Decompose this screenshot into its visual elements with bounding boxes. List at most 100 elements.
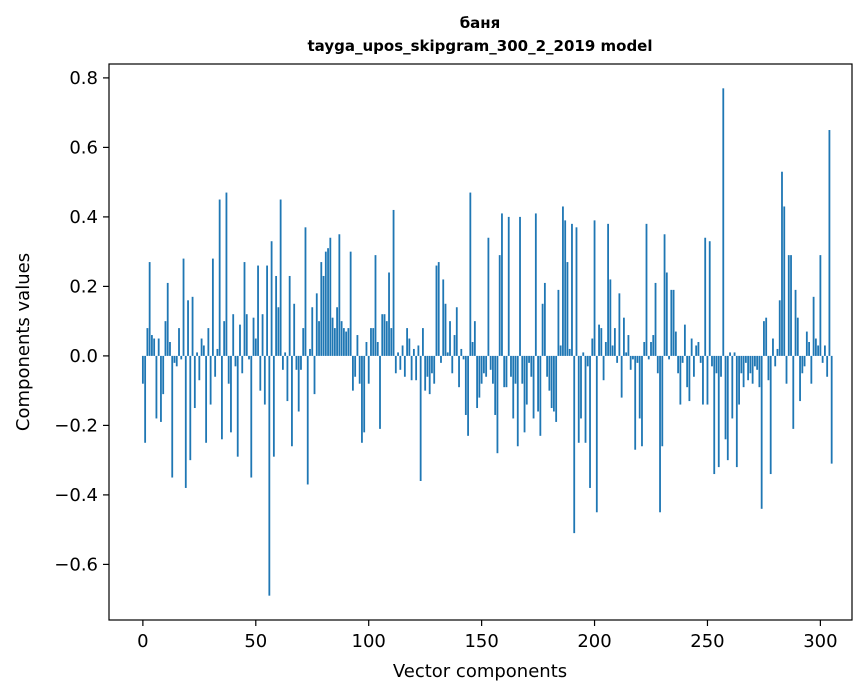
bar [731,355,734,419]
bar [241,355,244,374]
bar [690,338,693,356]
bar [638,355,641,419]
bar [586,355,589,367]
bar [358,355,361,384]
bar [525,355,528,405]
bar [616,355,619,363]
bar [575,227,578,356]
bar [758,355,761,388]
chart-subtitle: tayga_upos_skipgram_300_2_2019 model [308,37,653,55]
bar [306,355,309,485]
bar [437,262,440,356]
bar [408,338,411,356]
bar [805,331,808,356]
bar [686,355,689,388]
bar [322,275,325,356]
bar [467,355,469,436]
bar [295,355,298,370]
bar [383,314,386,356]
bar [469,192,472,356]
bar [347,328,350,356]
bar [449,321,451,356]
bar [381,314,384,356]
y-tick-label: 0.8 [69,68,98,89]
bar [363,355,366,433]
bar [243,262,246,356]
bar [711,355,713,367]
bar [627,335,630,356]
bar [189,355,192,461]
bar [144,355,147,443]
bar [211,258,214,356]
bar [444,303,447,356]
bar [259,355,262,391]
bar [548,355,551,391]
bar [665,272,668,356]
bar [487,237,490,356]
bar [618,293,621,356]
bar [582,352,585,356]
bar [763,321,765,356]
bar [519,216,521,356]
bar [792,355,795,429]
bar [300,355,302,370]
bar [446,352,449,356]
bar [442,279,445,356]
bar [205,355,208,443]
bar [406,328,409,356]
bar [812,296,815,356]
bar [564,220,567,356]
bar [489,355,492,370]
bar [297,355,300,412]
bar [672,289,675,356]
bar [257,265,259,356]
bar [304,227,307,356]
bar [632,355,634,360]
bar [528,355,530,363]
bar [550,355,553,409]
bar [187,300,189,356]
bar [778,300,781,356]
bar [403,355,406,377]
bar [688,355,691,402]
bar [318,321,320,356]
bar [602,355,605,381]
bar [817,345,820,356]
bar [801,355,804,374]
bar [593,220,596,356]
bar [767,355,770,381]
bar [151,335,153,356]
bar [604,342,607,356]
bar [473,321,476,356]
bar [216,348,219,356]
bar [679,355,682,405]
bar [505,355,508,388]
bar [286,355,289,402]
bar [541,303,544,356]
bar [252,317,255,356]
bar [808,342,810,356]
bar [706,355,709,405]
bar [261,314,264,356]
bar [677,355,680,374]
bar [516,355,519,447]
bar [729,352,731,356]
bar [390,328,393,356]
bar [412,348,415,356]
bar [521,355,524,384]
bar [455,307,458,356]
bar [422,328,424,356]
bar [620,355,623,398]
bar [485,355,488,377]
y-tick-label: 0.6 [69,137,98,158]
bar [239,324,241,356]
bar [744,355,747,363]
bar [288,275,291,356]
bar [803,355,806,367]
y-tick-label: −0.2 [54,415,98,436]
bar [814,338,817,356]
bar [717,355,720,468]
bar [724,355,727,440]
bar [514,355,517,384]
bar [329,237,332,356]
